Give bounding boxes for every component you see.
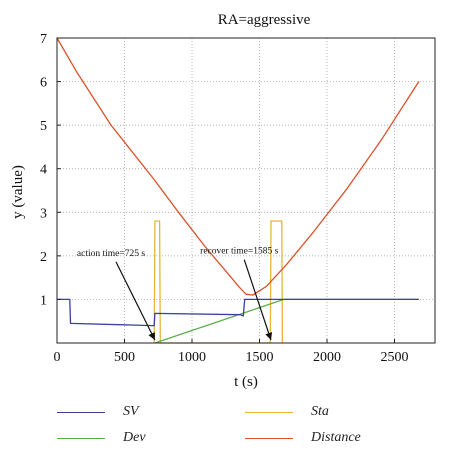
y-tick-label: 7 (40, 32, 47, 47)
y-tick-label: 3 (40, 206, 47, 221)
annotation-arrow-0 (115, 261, 156, 341)
x-tick-label: 1500 (246, 350, 274, 365)
legend-swatch (245, 411, 293, 413)
y-tick-label: 1 (40, 293, 47, 308)
legend-label: Sta (311, 404, 329, 419)
legend-swatch (245, 437, 293, 439)
x-axis-ticks: 0 500 1000 1500 2000 2500 (54, 339, 409, 365)
legend-swatch (57, 411, 105, 413)
series-line-dev (154, 298, 419, 344)
grid (57, 37, 435, 343)
legend-label: Distance (311, 430, 361, 445)
legend-item-sta: Sta (245, 404, 329, 420)
annotation-layer: action time=725 s recover time=1585 s (77, 247, 279, 341)
annotation-label-1: recover time=1585 s (200, 247, 278, 257)
plot-frame (56, 37, 436, 344)
legend-label: Dev (123, 430, 146, 445)
annotation-arrow-1 (243, 259, 273, 341)
y-axis-label: y (value) (10, 165, 26, 219)
y-tick-label: 4 (40, 163, 47, 178)
legend-item-dev: Dev (57, 430, 146, 446)
legend-item-distance: Distance (245, 430, 361, 446)
series-line-sv (57, 298, 419, 327)
x-tick-label: 2500 (381, 350, 409, 365)
legend: SV Dev Sta Distance (0, 396, 474, 456)
chart-title: RA=aggressive (218, 12, 311, 28)
series-line-sta (153, 220, 284, 344)
x-tick-label: 2000 (313, 350, 341, 365)
x-tick-label: 500 (114, 350, 135, 365)
legend-item-sv: SV (57, 404, 139, 420)
y-axis-ticks: 1 2 3 4 5 6 7 (40, 32, 61, 308)
y-tick-label: 2 (40, 250, 47, 265)
series-layer (56, 37, 420, 344)
series-line-distance (56, 37, 420, 296)
y-tick-label: 6 (40, 76, 47, 91)
annotation-label-0: action time=725 s (77, 249, 145, 259)
legend-label: SV (123, 404, 139, 419)
x-tick-label: 0 (54, 350, 61, 365)
legend-swatch (57, 437, 105, 439)
x-axis-label: t (s) (234, 374, 258, 390)
chart: RA=aggressive action time=725 s recover t… (10, 12, 436, 390)
x-tick-label: 1000 (178, 350, 206, 365)
y-tick-label: 5 (40, 119, 47, 134)
